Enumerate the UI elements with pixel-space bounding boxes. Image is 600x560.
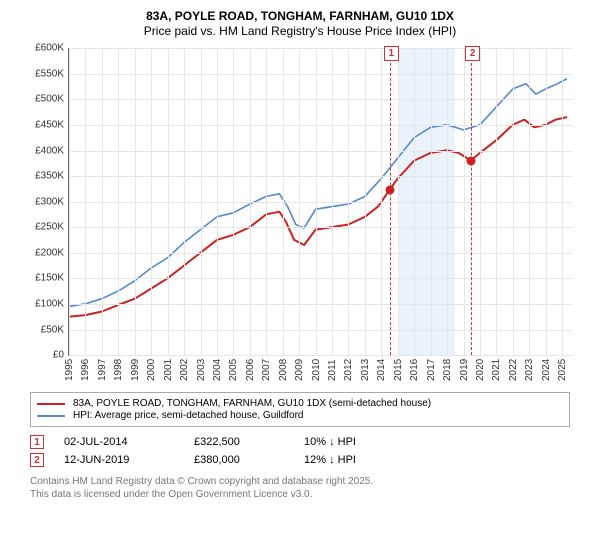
- legend-label: 83A, POYLE ROAD, TONGHAM, FARNHAM, GU10 …: [73, 398, 431, 409]
- y-tick-label: £500K: [16, 94, 64, 105]
- gridline-v: [316, 48, 317, 355]
- y-tick-label: £200K: [16, 247, 64, 258]
- series-price: [69, 117, 567, 317]
- price-marker-dot: [466, 156, 475, 165]
- footer-line2: This data is licensed under the Open Gov…: [30, 488, 570, 501]
- gridline-v: [464, 48, 465, 355]
- tx-marker: 2: [30, 453, 44, 467]
- gridline-v: [414, 48, 415, 355]
- gridline-v: [118, 48, 119, 355]
- y-tick-label: £100K: [16, 299, 64, 310]
- y-tick-label: £0: [16, 350, 64, 361]
- legend-item: HPI: Average price, semi-detached house,…: [37, 410, 563, 421]
- gridline-v: [562, 48, 563, 355]
- tx-diff: 12% ↓ HPI: [304, 454, 414, 466]
- callout-box: 1: [384, 46, 400, 61]
- tx-marker: 1: [30, 435, 44, 449]
- gridline-v: [529, 48, 530, 355]
- gridline-v: [348, 48, 349, 355]
- y-tick-label: £350K: [16, 171, 64, 182]
- y-tick-label: £600K: [16, 43, 64, 54]
- gridline-v: [201, 48, 202, 355]
- gridline-v: [365, 48, 366, 355]
- transaction-row: 2 12-JUN-2019 £380,000 12% ↓ HPI: [30, 451, 570, 469]
- gridline-v: [546, 48, 547, 355]
- callout-box: 2: [465, 46, 481, 61]
- tx-price: £322,500: [194, 436, 284, 448]
- legend-swatch: [37, 403, 65, 405]
- gridline-v: [447, 48, 448, 355]
- series-hpi: [69, 79, 567, 307]
- legend-item: 83A, POYLE ROAD, TONGHAM, FARNHAM, GU10 …: [37, 398, 563, 409]
- gridline-v: [480, 48, 481, 355]
- y-tick-label: £400K: [16, 145, 64, 156]
- transaction-row: 1 02-JUL-2014 £322,500 10% ↓ HPI: [30, 433, 570, 451]
- tx-price: £380,000: [194, 454, 284, 466]
- gridline-v: [135, 48, 136, 355]
- gridline-v: [496, 48, 497, 355]
- y-tick-label: £550K: [16, 68, 64, 79]
- tx-date: 12-JUN-2019: [64, 454, 174, 466]
- legend-label: HPI: Average price, semi-detached house,…: [73, 410, 304, 421]
- transaction-table: 1 02-JUL-2014 £322,500 10% ↓ HPI 2 12-JUN-201…: [30, 433, 570, 469]
- x-tick-label: 2025: [557, 359, 586, 381]
- footer-attribution: Contains HM Land Registry data © Crown c…: [30, 475, 570, 501]
- tx-diff: 10% ↓ HPI: [304, 436, 414, 448]
- gridline-v: [250, 48, 251, 355]
- callout-line: [471, 48, 472, 355]
- gridline-v: [85, 48, 86, 355]
- y-tick-label: £150K: [16, 273, 64, 284]
- gridline-v: [184, 48, 185, 355]
- gridline-v: [217, 48, 218, 355]
- gridline-v: [381, 48, 382, 355]
- gridline-v: [102, 48, 103, 355]
- legend-swatch: [37, 415, 65, 417]
- plot-region: 12: [68, 48, 572, 356]
- gridline-h: [69, 355, 572, 356]
- y-tick-label: £300K: [16, 196, 64, 207]
- gridline-v: [332, 48, 333, 355]
- gridline-v: [266, 48, 267, 355]
- gridline-v: [283, 48, 284, 355]
- gridline-v: [168, 48, 169, 355]
- legend: 83A, POYLE ROAD, TONGHAM, FARNHAM, GU10 …: [30, 392, 570, 427]
- callout-line: [390, 48, 391, 355]
- gridline-v: [69, 48, 70, 355]
- gridline-v: [513, 48, 514, 355]
- gridline-v: [431, 48, 432, 355]
- price-marker-dot: [385, 186, 394, 195]
- gridline-v: [299, 48, 300, 355]
- chart-area: 12 £0£50K£100K£150K£200K£250K£300K£350K£…: [20, 44, 580, 384]
- chart-card: 83A, POYLE ROAD, TONGHAM, FARNHAM, GU10 …: [0, 0, 600, 560]
- gridline-v: [398, 48, 399, 355]
- y-tick-label: £450K: [16, 119, 64, 130]
- y-tick-label: £250K: [16, 222, 64, 233]
- chart-title-line2: Price paid vs. HM Land Registry's House …: [10, 24, 590, 38]
- footer-line1: Contains HM Land Registry data © Crown c…: [30, 475, 570, 488]
- chart-title-line1: 83A, POYLE ROAD, TONGHAM, FARNHAM, GU10 …: [10, 8, 590, 24]
- gridline-v: [233, 48, 234, 355]
- gridline-v: [151, 48, 152, 355]
- tx-date: 02-JUL-2014: [64, 436, 174, 448]
- y-tick-label: £50K: [16, 324, 64, 335]
